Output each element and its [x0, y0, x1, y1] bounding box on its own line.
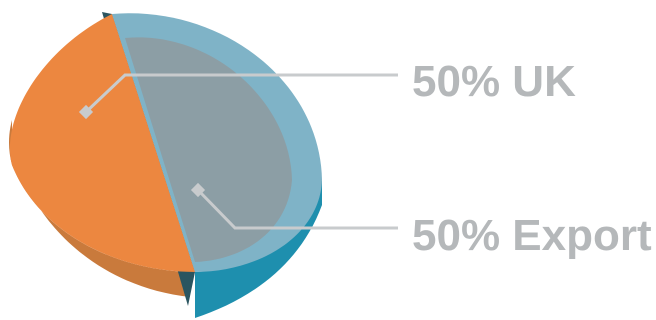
uk-label: 50% UK — [412, 57, 576, 106]
uk-slice — [9, 14, 196, 272]
uk-leader-line — [84, 73, 398, 114]
export-slice-side — [195, 180, 322, 318]
export-leader-line — [196, 188, 398, 230]
export-leader-marker — [190, 182, 206, 198]
export-slice — [125, 37, 292, 262]
export-label: 50% Export — [412, 211, 652, 260]
uk-slice-side — [9, 14, 195, 297]
